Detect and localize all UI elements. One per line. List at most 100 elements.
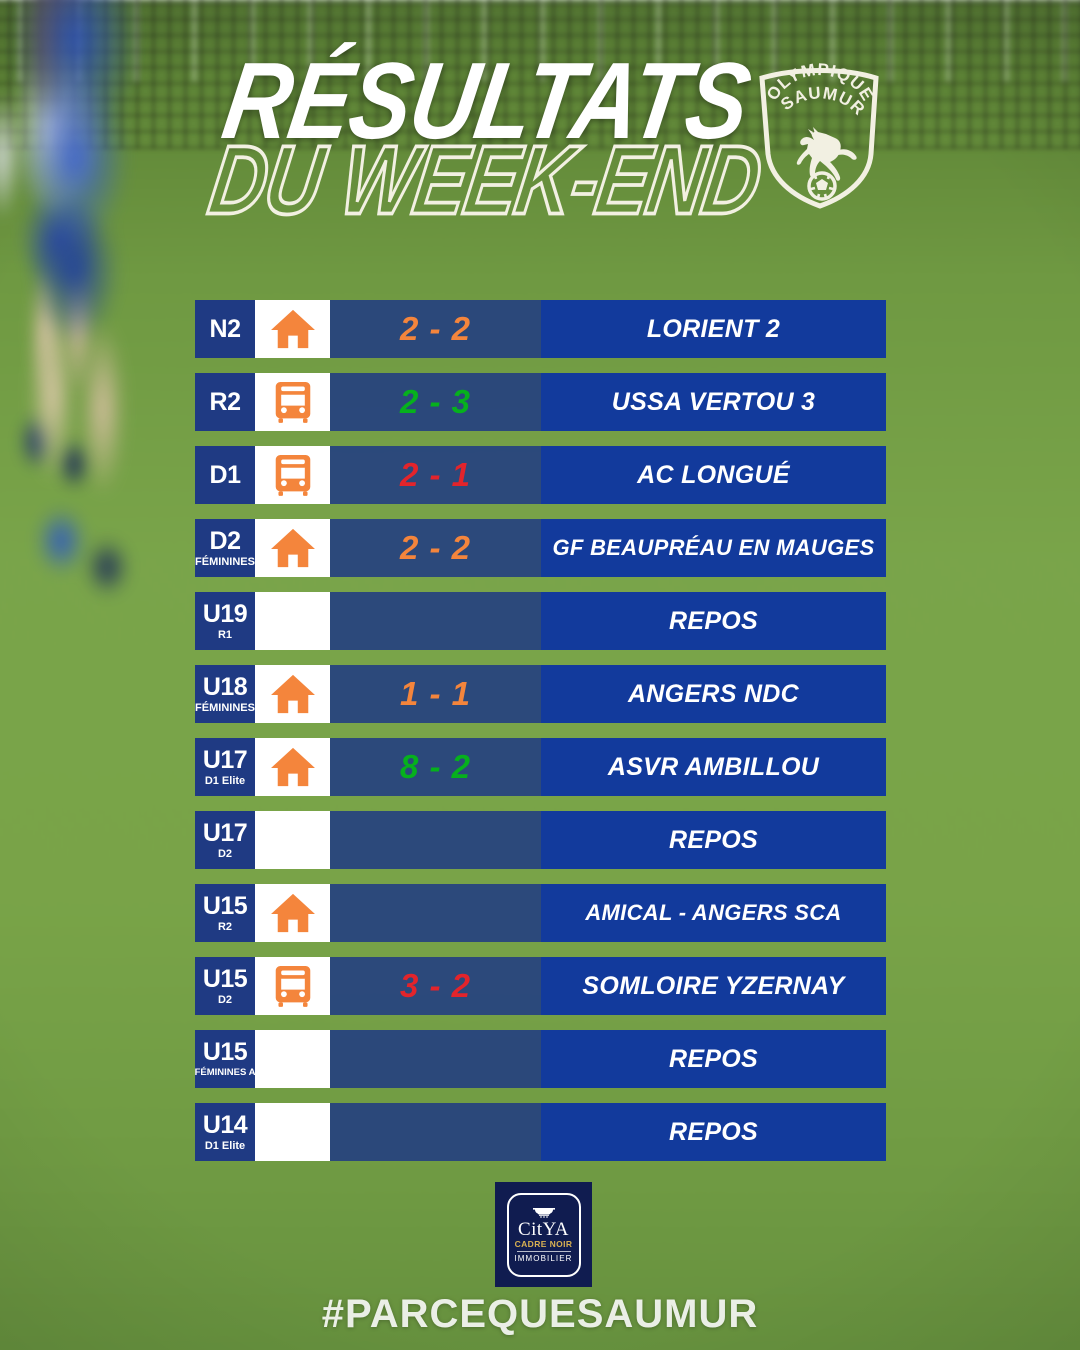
- category-label: N2: [209, 314, 241, 343]
- sponsor-tagline: CADRE NOIR: [514, 1238, 573, 1249]
- category-cell: U19 R1: [195, 592, 255, 650]
- venue-icon-cell: [255, 884, 330, 942]
- home-icon: [270, 893, 315, 933]
- bus-icon: [275, 966, 310, 1007]
- category-label: U18: [202, 672, 248, 701]
- category-label: D1: [209, 460, 241, 489]
- table-row[interactable]: R2 2 - 3 USSA VERTOU 3: [195, 373, 886, 431]
- venue-icon-cell: [255, 1103, 330, 1161]
- results-table: N2 2 - 2 LORIENT 2 R2 2 - 3 USSA VERTOU 3 D1 2 …: [195, 300, 886, 1176]
- venue-icon-cell: [255, 811, 330, 869]
- opponent-cell: REPOS: [541, 811, 886, 869]
- subcategory-label: D2: [217, 847, 233, 860]
- venue-icon-cell: [255, 1030, 330, 1088]
- background-player-centre: [0, 0, 190, 620]
- sponsor-divider: [516, 1251, 571, 1253]
- table-row[interactable]: U17 D2 REPOS: [195, 811, 886, 869]
- category-label: R2: [209, 387, 241, 416]
- table-row[interactable]: U15 D2 3 - 2 SOMLOIRE YZERNAY: [195, 957, 886, 1015]
- opponent-cell: AMICAL - ANGERS SCA: [541, 884, 886, 942]
- table-row[interactable]: U15 R2 AMICAL - ANGERS SCA: [195, 884, 886, 942]
- subcategory-label: R1: [217, 628, 233, 641]
- sponsor-name: CitYA: [517, 1218, 570, 1240]
- score-cell: [330, 884, 541, 942]
- subcategory-label: R2: [217, 920, 233, 933]
- category-cell: U15 FÉMININES A: [195, 1030, 255, 1088]
- category-cell: R2: [195, 373, 255, 431]
- venue-icon-cell: [255, 957, 330, 1015]
- column-capital-icon: [532, 1207, 555, 1218]
- category-label: D2: [209, 526, 241, 555]
- subcategory-label: D2: [217, 993, 233, 1006]
- table-row[interactable]: U17 D1 Elite 8 - 2 ASVR AMBILLOU: [195, 738, 886, 796]
- category-label: U14: [202, 1110, 248, 1139]
- subcategory-label: D1 Elite: [204, 774, 246, 787]
- category-cell: U17 D2: [195, 811, 255, 869]
- rearing-horse-icon: [796, 127, 857, 181]
- football-icon: [807, 171, 837, 201]
- hashtag: #PARCEQUESAUMUR: [321, 1292, 759, 1336]
- opponent-cell: USSA VERTOU 3: [541, 373, 886, 431]
- header: RÉSULTATS DU WEEK-END OLYMPIQUE SAUMUR: [0, 41, 1080, 236]
- category-label: U17: [202, 818, 248, 847]
- opponent-cell: REPOS: [541, 1030, 886, 1088]
- opponent-cell: ASVR AMBILLOU: [541, 738, 886, 796]
- subcategory-label: FÉMININES: [195, 701, 255, 714]
- category-cell: U18 FÉMININES: [195, 665, 255, 723]
- opponent-cell: LORIENT 2: [541, 300, 886, 358]
- sponsor-card: CitYA CADRE NOIR IMMOBILIER: [506, 1192, 581, 1277]
- score-cell: 2 - 2: [330, 519, 541, 577]
- category-label: U15: [202, 964, 248, 993]
- home-icon: [270, 747, 315, 787]
- category-label: U15: [202, 891, 248, 920]
- opponent-cell: ANGERS NDC: [541, 665, 886, 723]
- subcategory-label: FÉMININES: [195, 555, 255, 568]
- score-cell: 2 - 2: [330, 300, 541, 358]
- score-cell: [330, 811, 541, 869]
- table-row[interactable]: U15 FÉMININES A REPOS: [195, 1030, 886, 1088]
- bus-icon: [275, 382, 310, 423]
- venue-icon-cell: [255, 446, 330, 504]
- score-cell: [330, 1103, 541, 1161]
- table-row[interactable]: U19 R1 REPOS: [195, 592, 886, 650]
- sponsor-sector: IMMOBILIER: [514, 1254, 573, 1264]
- home-icon: [270, 309, 315, 349]
- venue-icon-cell: [255, 300, 330, 358]
- home-icon: [270, 674, 315, 714]
- category-label: U17: [202, 745, 248, 774]
- bus-icon: [275, 455, 310, 496]
- score-cell: 2 - 3: [330, 373, 541, 431]
- table-row[interactable]: D1 2 - 1 AC LONGUÉ: [195, 446, 886, 504]
- opponent-cell: AC LONGUÉ: [541, 446, 886, 504]
- opponent-cell: REPOS: [541, 1103, 886, 1161]
- venue-icon-cell: [255, 519, 330, 577]
- category-cell: D1: [195, 446, 255, 504]
- club-badge: OLYMPIQUE SAUMUR: [752, 60, 884, 212]
- category-label: U19: [202, 599, 248, 628]
- home-icon: [270, 528, 315, 568]
- opponent-cell: SOMLOIRE YZERNAY: [541, 957, 886, 1015]
- score-cell: 2 - 1: [330, 446, 541, 504]
- table-row[interactable]: U14 D1 Elite REPOS: [195, 1103, 886, 1161]
- table-row[interactable]: N2 2 - 2 LORIENT 2: [195, 300, 886, 358]
- score-cell: 8 - 2: [330, 738, 541, 796]
- score-cell: [330, 1030, 541, 1088]
- category-cell: U15 R2: [195, 884, 255, 942]
- opponent-cell: REPOS: [541, 592, 886, 650]
- opponent-cell: GF BEAUPRÉAU EN MAUGES: [541, 519, 886, 577]
- category-label: U15: [202, 1038, 248, 1067]
- category-cell: N2: [195, 300, 255, 358]
- category-cell: U17 D1 Elite: [195, 738, 255, 796]
- subcategory-label: FÉMININES A: [194, 1067, 256, 1079]
- score-cell: 1 - 1: [330, 665, 541, 723]
- venue-icon-cell: [255, 738, 330, 796]
- venue-icon-cell: [255, 373, 330, 431]
- venue-icon-cell: [255, 665, 330, 723]
- score-cell: 3 - 2: [330, 957, 541, 1015]
- sponsor-logo: CitYA CADRE NOIR IMMOBILIER: [495, 1182, 592, 1287]
- subcategory-label: D1 Elite: [204, 1139, 246, 1152]
- score-cell: [330, 592, 541, 650]
- table-row[interactable]: D2 FÉMININES 2 - 2 GF BEAUPRÉAU EN MAUGES: [195, 519, 886, 577]
- table-row[interactable]: U18 FÉMININES 1 - 1 ANGERS NDC: [195, 665, 886, 723]
